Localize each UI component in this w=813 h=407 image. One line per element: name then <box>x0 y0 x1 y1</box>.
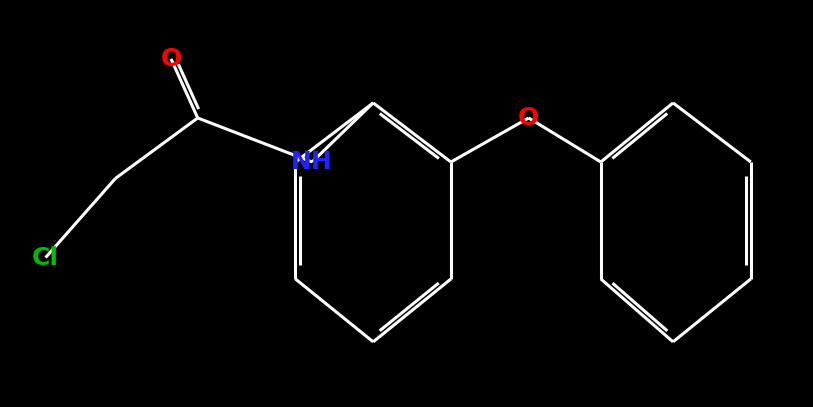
Text: O: O <box>518 106 539 130</box>
Text: O: O <box>160 47 181 71</box>
Text: Cl: Cl <box>32 245 59 269</box>
Text: NH: NH <box>291 150 333 174</box>
